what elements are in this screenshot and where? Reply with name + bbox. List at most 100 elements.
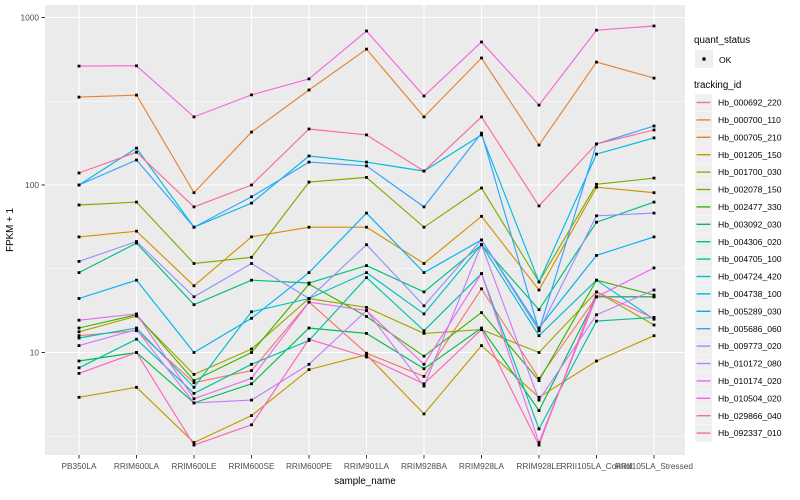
- data-point: [77, 183, 81, 187]
- legend-item-label: Hb_005686_060: [718, 324, 782, 334]
- data-point: [480, 40, 483, 44]
- data-point: [422, 94, 426, 98]
- data-point: [652, 136, 656, 140]
- data-point: [77, 203, 81, 207]
- data-point: [652, 24, 656, 28]
- x-tick-label: RRII105LA_Stressed: [615, 461, 693, 471]
- data-point: [192, 191, 196, 195]
- data-point: [77, 395, 81, 399]
- data-point: [250, 93, 253, 97]
- data-point: [250, 310, 253, 314]
- data-point: [307, 160, 311, 164]
- data-point: [422, 412, 426, 416]
- data-point: [422, 375, 426, 378]
- data-point: [537, 427, 541, 431]
- data-point: [595, 254, 598, 257]
- data-point: [77, 344, 81, 347]
- data-point: [307, 180, 311, 184]
- x-tick-label: RRIM901LA: [344, 461, 390, 471]
- data-point: [422, 169, 426, 173]
- data-point: [595, 182, 598, 186]
- data-point: [480, 186, 483, 190]
- data-point: [422, 332, 426, 335]
- data-point: [135, 229, 138, 233]
- data-point: [537, 379, 541, 382]
- data-point: [307, 300, 311, 304]
- legend-item-label: Hb_092337_010: [718, 428, 782, 438]
- data-point: [537, 395, 541, 399]
- data-point: [652, 293, 656, 297]
- data-point: [595, 152, 598, 156]
- data-point: [135, 278, 138, 282]
- data-point: [652, 76, 656, 80]
- data-point: [250, 195, 253, 199]
- data-point: [595, 220, 598, 224]
- data-point: [307, 77, 311, 81]
- data-point: [307, 271, 311, 274]
- data-point: [192, 295, 196, 299]
- data-point: [537, 280, 541, 284]
- data-point: [365, 306, 368, 309]
- data-point: [422, 304, 426, 308]
- legend-item-label: Hb_010172_080: [718, 359, 782, 369]
- data-point: [250, 278, 253, 282]
- data-point: [537, 103, 541, 107]
- data-point: [192, 385, 196, 389]
- data-point: [480, 287, 483, 291]
- data-point: [537, 351, 541, 354]
- legend-item-label: Hb_002078_150: [718, 185, 782, 195]
- data-point: [250, 369, 253, 372]
- data-point: [192, 392, 196, 395]
- data-point: [365, 225, 368, 229]
- legend-item-label: Hb_029866_040: [718, 411, 782, 421]
- data-point: [307, 337, 311, 341]
- data-point: [365, 160, 368, 164]
- data-point: [250, 183, 253, 187]
- data-point: [192, 262, 196, 265]
- legend-item-label: Hb_004306_020: [718, 237, 782, 247]
- data-point: [422, 225, 426, 229]
- x-tick-label: RRIM600LE: [171, 461, 217, 471]
- data-point: [135, 312, 138, 316]
- data-point: [77, 372, 81, 375]
- data-point: [537, 334, 541, 338]
- data-point: [77, 297, 81, 300]
- data-point: [480, 328, 483, 331]
- data-point: [135, 328, 138, 331]
- data-point: [77, 271, 81, 274]
- x-tick-label: RRII105LA_Control: [561, 461, 633, 471]
- data-point: [192, 379, 196, 382]
- data-point: [422, 290, 426, 294]
- data-point: [307, 326, 311, 330]
- data-point: [307, 225, 311, 229]
- data-point: [250, 130, 253, 134]
- data-point: [192, 205, 196, 209]
- x-tick-label: RRIM600SE: [228, 461, 275, 471]
- data-point: [595, 185, 598, 189]
- data-point: [192, 284, 196, 288]
- data-point: [480, 326, 483, 330]
- data-point: [652, 124, 656, 128]
- data-point: [480, 238, 483, 242]
- data-point: [652, 128, 656, 132]
- data-point: [307, 368, 311, 371]
- data-point: [77, 235, 81, 239]
- data-point: [652, 235, 656, 239]
- quant-status-ok-label: OK: [719, 55, 732, 65]
- data-point: [250, 351, 253, 354]
- legend-item-label: Hb_010504_020: [718, 393, 782, 403]
- data-point: [537, 398, 541, 402]
- gridlines: [45, 5, 685, 455]
- data-point: [135, 93, 138, 97]
- data-point: [77, 336, 81, 340]
- data-point: [595, 214, 598, 218]
- data-point: [365, 264, 368, 267]
- x-tick-label: RRIM928LA: [459, 461, 505, 471]
- data-point: [250, 201, 253, 205]
- data-point: [77, 366, 81, 370]
- data-point: [365, 243, 368, 247]
- data-point: [652, 191, 656, 195]
- x-tick-label: RRIM928BA: [401, 461, 448, 471]
- data-point: [422, 367, 426, 371]
